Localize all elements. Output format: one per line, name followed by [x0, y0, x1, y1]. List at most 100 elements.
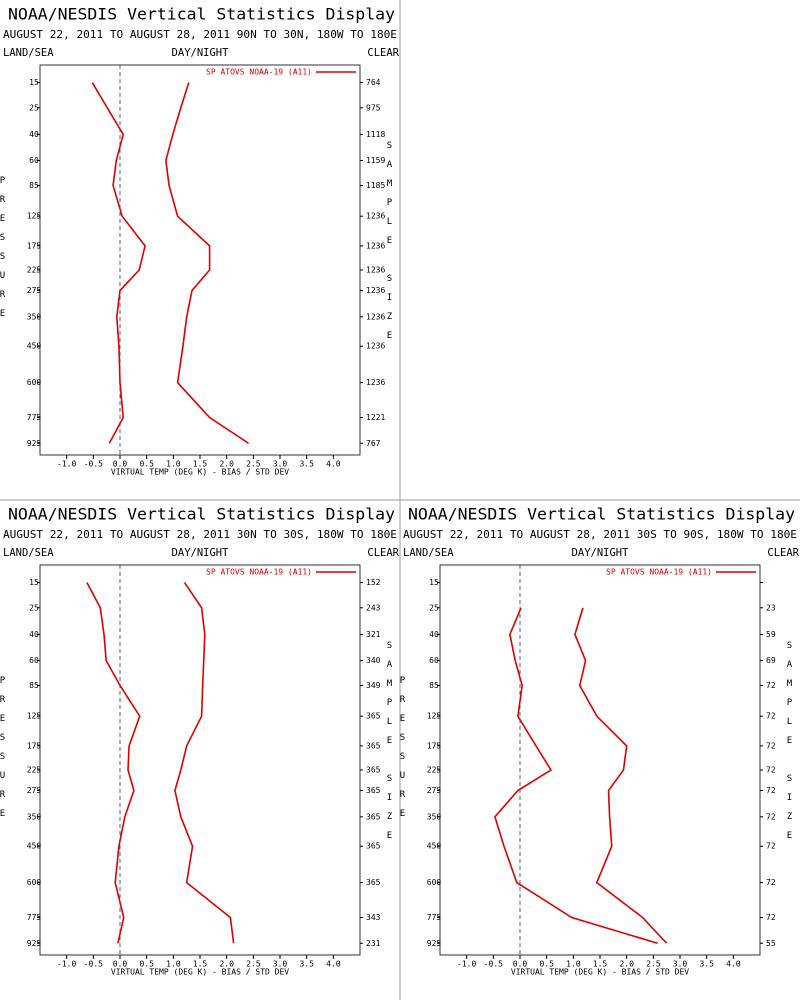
legend-label: SP ATOVS NOAA-19 (A11) [206, 568, 312, 577]
y-tick-label: 450 [27, 842, 42, 851]
y-tick-label: 925 [427, 939, 442, 948]
x-tick-label: 0.5 [539, 960, 554, 969]
sample-size: 72 [766, 842, 776, 851]
x-tick-label: 4.0 [726, 960, 741, 969]
sample-size: 72 [766, 878, 776, 887]
sample-size: 152 [366, 578, 381, 587]
y-tick-label: 450 [427, 842, 442, 851]
chart-title: NOAA/NESDIS Vertical Statistics Display [8, 5, 395, 24]
profile-line [165, 82, 249, 444]
sample-size: 365 [366, 741, 381, 750]
x-tick-label: 2.0 [219, 460, 234, 469]
x-tick-label: -1.0 [57, 460, 76, 469]
y2-axis-label: SAMPLE SIZE [785, 641, 795, 850]
y-tick-label: 85 [29, 681, 39, 690]
y-tick-label: 15 [29, 78, 39, 87]
y-tick-label: 40 [29, 130, 39, 139]
sample-size: 69 [766, 656, 776, 665]
y-tick-label: 925 [27, 439, 42, 448]
x-tick-label: 1.5 [193, 960, 208, 969]
sample-size: 1159 [366, 156, 385, 165]
subtitle: AUGUST 22, 2011 TO AUGUST 28, 2011 90N T… [3, 29, 397, 41]
y-tick-label: 275 [27, 286, 42, 295]
x-tick-label: 0.0 [113, 460, 128, 469]
x-tick-label: -0.5 [484, 960, 503, 969]
sample-size: 340 [366, 656, 381, 665]
y-tick-label: 275 [27, 786, 42, 795]
y-tick-label: 25 [429, 603, 439, 612]
sample-size: 321 [366, 630, 381, 639]
chart-title: NOAA/NESDIS Vertical Statistics Display [8, 505, 395, 524]
sample-size: 59 [766, 630, 776, 639]
profile-line [86, 582, 141, 944]
y-tick-label: 175 [27, 241, 42, 250]
y-tick-label: 225 [427, 765, 442, 774]
plot-frame [439, 564, 761, 956]
y-tick-label: 600 [27, 878, 42, 887]
x-tick-label: 1.0 [566, 960, 581, 969]
sample-size: 72 [766, 712, 776, 721]
plot-frame [39, 64, 361, 456]
sample-size: 1236 [366, 378, 385, 387]
y-tick-label: 60 [429, 656, 439, 665]
plot-frame [39, 564, 361, 956]
profile-line [91, 82, 146, 444]
sample-size: 72 [766, 681, 776, 690]
y-tick-label: 125 [27, 212, 42, 221]
y-tick-label: 60 [29, 656, 39, 665]
y-tick-label: 350 [427, 812, 442, 821]
x-tick-label: 2.5 [246, 460, 261, 469]
sample-size: 365 [366, 765, 381, 774]
y-tick-label: 350 [27, 812, 42, 821]
y2-axis-label: SAMPLE SIZE [385, 141, 395, 350]
right-header: CLEAR [767, 547, 799, 559]
y-tick-label: 40 [29, 630, 39, 639]
x-axis-label: VIRTUAL TEMP (DEG K) - BIAS / STD DEV [511, 968, 689, 977]
x-tick-label: -1.0 [457, 960, 476, 969]
y2-axis-label: SAMPLE SIZE [385, 641, 395, 850]
sample-size: 72 [766, 765, 776, 774]
sample-size: 72 [766, 786, 776, 795]
sample-size: 1221 [366, 413, 385, 422]
sample-size: 365 [366, 812, 381, 821]
y-tick-label: 15 [429, 578, 439, 587]
sample-size: 1236 [366, 342, 385, 351]
legend-label: SP ATOVS NOAA-19 (A11) [206, 68, 312, 77]
x-tick-label: -0.5 [84, 960, 103, 969]
panel: NOAA/NESDIS Vertical Statistics Display A… [0, 5, 400, 477]
sample-size: 23 [766, 603, 776, 612]
y-tick-label: 225 [27, 265, 42, 274]
x-tick-label: 0.5 [139, 960, 154, 969]
x-tick-label: 2.5 [246, 960, 261, 969]
y-tick-label: 40 [429, 630, 439, 639]
y-tick-label: 25 [29, 603, 39, 612]
y-tick-label: 600 [427, 878, 442, 887]
y-tick-label: 125 [427, 712, 442, 721]
center-header: DAY/NIGHT [572, 547, 630, 559]
sample-size: 1236 [366, 212, 385, 221]
subtitle: AUGUST 22, 2011 TO AUGUST 28, 2011 30N T… [3, 529, 397, 541]
x-tick-label: 2.5 [646, 960, 661, 969]
y-tick-label: 85 [29, 181, 39, 190]
x-tick-label: 1.0 [166, 960, 181, 969]
panel: NOAA/NESDIS Vertical Statistics Display A… [398, 505, 800, 977]
x-tick-label: 3.5 [699, 960, 714, 969]
sample-size: 72 [766, 913, 776, 922]
y-axis-label: PRESSURE [0, 676, 8, 828]
left-header: LAND/SEA [403, 547, 454, 559]
right-header: CLEAR [367, 547, 399, 559]
x-tick-label: 4.0 [326, 460, 341, 469]
x-tick-label: -1.0 [57, 960, 76, 969]
sample-size: 1236 [366, 312, 385, 321]
x-tick-label: 4.0 [326, 960, 341, 969]
chart-title: NOAA/NESDIS Vertical Statistics Display [408, 505, 795, 524]
sample-size: 365 [366, 786, 381, 795]
y-tick-label: 450 [27, 342, 42, 351]
sample-size: 365 [366, 878, 381, 887]
y-axis-label: PRESSURE [0, 176, 8, 328]
x-tick-label: 1.0 [166, 460, 181, 469]
center-header: DAY/NIGHT [172, 547, 230, 559]
x-tick-label: 2.0 [219, 960, 234, 969]
y-tick-label: 175 [27, 741, 42, 750]
